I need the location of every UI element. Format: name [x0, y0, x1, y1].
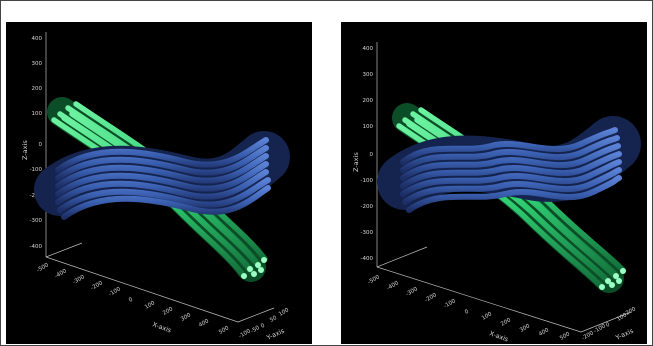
z-tick: -400: [361, 256, 374, 262]
render-canvas-right: 400 300 200 100 0 -100 -200 -300 -400 Z-…: [352, 42, 641, 344]
z-tick: 0: [370, 152, 374, 158]
z-tick: -200: [361, 204, 374, 210]
x-tick: 400: [538, 327, 551, 338]
y-tick: 200: [625, 306, 638, 317]
z-tick: 200: [32, 86, 43, 92]
z-tick: 100: [32, 111, 43, 117]
z-axis-label: Z-axis: [21, 140, 29, 160]
x-tick: 0: [464, 309, 470, 316]
y-tick: 0: [605, 322, 611, 329]
z-axis-label: Z-axis: [352, 152, 360, 172]
x-axis-ticks-left: -500 -400 -300 -200 -100 0 100 200 300 4…: [36, 262, 231, 336]
z-tick: 300: [363, 72, 374, 78]
render-canvas-left: 400 300 200 100 0 -100 -200 -300 -400 Z-…: [21, 32, 291, 342]
x-tick: -300: [405, 286, 419, 298]
x-axis-label: X-axis: [488, 329, 510, 343]
y-axis-label: Y-axis: [265, 326, 287, 342]
x-tick: -400: [54, 268, 68, 280]
y-tick: -200: [581, 330, 595, 342]
x-tick: 200: [162, 306, 175, 317]
x-tick: 300: [180, 312, 193, 323]
z-tick: 0: [39, 142, 43, 148]
z-tick: -400: [30, 244, 43, 250]
z-axis-ticks-left: 400 300 200 100 0 -100 -200 -300 -400: [30, 36, 43, 250]
z-tick: -300: [30, 218, 43, 224]
y-tick: -100: [238, 328, 252, 340]
x-tick: -100: [108, 286, 122, 298]
x-tick: -500: [367, 274, 381, 286]
z-tick: 400: [363, 46, 374, 52]
x-axis-label: X-axis: [151, 320, 173, 334]
y-axis-ticks-left: -100 -50 0 50 100: [238, 307, 291, 340]
z-axis-ticks-right: 400 300 200 100 0 -100 -200 -300 -400: [361, 46, 374, 262]
render-panel-left: 400 300 200 100 0 -100 -200 -300 -400 Z-…: [6, 22, 312, 344]
z-tick: -100: [30, 167, 43, 173]
z-tick: 300: [32, 61, 43, 67]
y-tick: 0: [260, 323, 266, 330]
y-tick: 50: [269, 315, 278, 324]
x-tick: -500: [36, 262, 50, 274]
axes-right: [376, 42, 632, 333]
render-panel-right: 400 300 200 100 0 -100 -200 -300 -400 Z-…: [341, 22, 647, 344]
y-tick: -100: [593, 323, 607, 335]
y-axis-label: Y-axis: [614, 326, 636, 342]
x-axis-ticks-right: -500 -400 -300 -200 -100 0 100 200 300 4…: [367, 274, 572, 342]
x-tick: 500: [559, 331, 572, 342]
z-tick: 200: [363, 98, 374, 104]
z-tick: 100: [363, 124, 374, 130]
x-tick: 500: [218, 325, 231, 336]
axes-left: [45, 32, 275, 323]
x-tick: -200: [90, 280, 104, 292]
y-axis-ticks-right: -200 -100 0 100 200: [581, 306, 638, 342]
x-tick: -200: [424, 292, 438, 304]
z-tick: -100: [361, 178, 374, 184]
x-tick: 100: [144, 300, 157, 311]
x-tick: -100: [443, 298, 457, 310]
x-tick: 100: [481, 311, 494, 322]
z-tick: 400: [32, 36, 43, 42]
y-tick: -50: [250, 325, 261, 335]
x-tick: -300: [72, 274, 86, 286]
x-tick: -400: [386, 280, 400, 292]
blue-fiber-bundle-left: [34, 131, 290, 220]
x-tick: 300: [519, 323, 532, 334]
x-tick: 200: [500, 317, 513, 328]
y-tick: 100: [278, 307, 291, 318]
x-tick: 400: [198, 318, 211, 329]
y-tick: 100: [616, 312, 629, 323]
x-tick: 0: [128, 297, 134, 304]
z-tick: -300: [361, 230, 374, 236]
blue-fiber-bundle-right: [377, 116, 641, 213]
